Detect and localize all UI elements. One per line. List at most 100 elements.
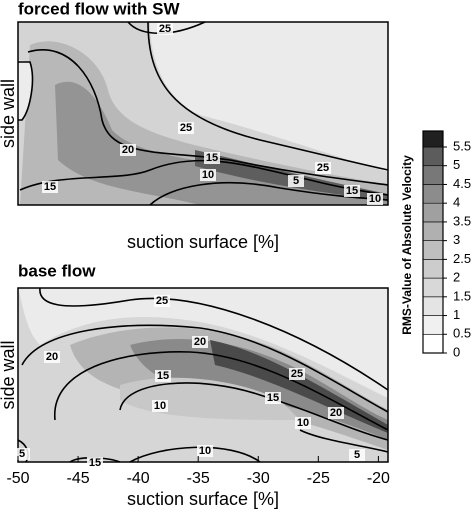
contour-label: 5 bbox=[19, 448, 25, 460]
x-tick-label: -35 bbox=[187, 470, 210, 487]
y-axis-label: side wall bbox=[0, 79, 18, 148]
contour-label-bg bbox=[204, 152, 220, 164]
contour-label: 10 bbox=[199, 445, 211, 457]
contour-label: 15 bbox=[89, 457, 101, 469]
contour bbox=[299, 429, 389, 453]
contour-label: 25 bbox=[156, 295, 168, 307]
colorbar-band bbox=[422, 130, 444, 148]
contour bbox=[27, 49, 389, 186]
x-axis-label: suction surface [%] bbox=[127, 489, 279, 509]
x-tick-label: -30 bbox=[247, 470, 270, 487]
colorbar-band bbox=[422, 296, 444, 316]
contour-label: 10 bbox=[369, 193, 381, 205]
contour bbox=[147, 21, 389, 171]
colorbar-tick-label: 2.5 bbox=[453, 251, 471, 266]
y-axis-label: side wall bbox=[0, 340, 18, 409]
x-tick-label: -25 bbox=[307, 470, 330, 487]
contour-label-bg bbox=[157, 23, 173, 35]
contour-label-bg bbox=[192, 336, 208, 348]
fill bbox=[130, 339, 388, 440]
colorbar-tick-label: 3 bbox=[453, 232, 460, 247]
contour bbox=[119, 382, 389, 441]
contour-label: 15 bbox=[346, 185, 358, 197]
colorbar-band bbox=[422, 315, 444, 335]
contour-label: 25 bbox=[291, 368, 303, 380]
contour-label-bg bbox=[87, 457, 103, 469]
contour-label: 10 bbox=[202, 169, 214, 181]
contour-label: 20 bbox=[46, 351, 58, 363]
contour-label: 15 bbox=[157, 370, 169, 382]
contour-label-bg bbox=[288, 175, 304, 187]
x-tick-label: -40 bbox=[127, 470, 150, 487]
contour-label-bg bbox=[155, 370, 171, 382]
contour-label: 20 bbox=[330, 407, 342, 419]
frame bbox=[17, 21, 389, 206]
contour bbox=[21, 324, 389, 413]
fill bbox=[150, 22, 388, 172]
colorbar-band bbox=[422, 221, 444, 241]
contour-label: 5 bbox=[354, 449, 360, 461]
colorbar-band bbox=[422, 146, 444, 167]
colorbar-tick-label: 1.5 bbox=[453, 288, 471, 303]
panel-title: forced flow with SW bbox=[18, 0, 180, 18]
colorbar-tick-label: 2 bbox=[453, 270, 460, 285]
colorbar-band bbox=[422, 202, 444, 223]
contour-label-bg bbox=[154, 295, 170, 307]
colorbar-title: RMS-Value of Absolute Velocity bbox=[400, 155, 414, 335]
x-tick-label: -20 bbox=[367, 470, 390, 487]
panel-title: base flow bbox=[18, 261, 96, 280]
colorbar-band bbox=[422, 277, 444, 298]
colorbar-frame bbox=[422, 130, 444, 354]
contour-label-bg bbox=[178, 122, 194, 134]
contour-label-bg bbox=[344, 185, 360, 197]
contour-label-bg bbox=[197, 445, 213, 457]
contour-label: 15 bbox=[267, 392, 279, 404]
colorbar-tick-label: 0.5 bbox=[453, 326, 471, 341]
contour-label: 15 bbox=[206, 152, 218, 164]
contour-label: 25 bbox=[180, 122, 192, 134]
colorbar-band bbox=[422, 165, 444, 185]
contour-label: 25 bbox=[317, 162, 329, 174]
contour-label-bg bbox=[152, 400, 168, 412]
colorbar-band bbox=[422, 184, 444, 204]
contour-label-bg bbox=[44, 351, 60, 363]
contour-label-bg bbox=[200, 169, 216, 181]
contour-label-bg bbox=[42, 181, 58, 193]
contour-label-bg bbox=[349, 449, 365, 461]
fill bbox=[18, 288, 388, 398]
colorbar-tick-label: 1 bbox=[453, 307, 460, 322]
colorbar-tick-label: 4.5 bbox=[453, 176, 471, 191]
contour-label-bg bbox=[328, 407, 344, 419]
colorbar-band bbox=[422, 333, 444, 354]
x-tick-label: -45 bbox=[67, 470, 90, 487]
contour bbox=[149, 182, 389, 206]
contour-label: 5 bbox=[293, 175, 299, 187]
contour-label: 25 bbox=[159, 23, 171, 35]
contour-label-bg bbox=[367, 193, 383, 205]
x-tick-label: -50 bbox=[6, 470, 29, 487]
contour-label-bg bbox=[295, 417, 311, 429]
contour bbox=[54, 351, 389, 431]
colorbar-band bbox=[422, 259, 444, 279]
contour bbox=[129, 446, 261, 463]
colorbar-tick-label: 5.5 bbox=[453, 138, 471, 153]
x-axis-label: suction surface [%] bbox=[127, 232, 279, 252]
colorbar-tick-label: 0 bbox=[453, 344, 460, 359]
contour-label-bg bbox=[315, 162, 331, 174]
colorbar-band bbox=[422, 240, 444, 260]
frame bbox=[17, 287, 389, 463]
colorbar-tick-label: 3.5 bbox=[453, 213, 471, 228]
fill bbox=[18, 60, 33, 120]
colorbar-tick-label: 4 bbox=[453, 195, 460, 210]
bottom-panel bbox=[17, 287, 389, 463]
contour bbox=[18, 61, 34, 121]
contour-label: 20 bbox=[194, 336, 206, 348]
contour-label: 10 bbox=[154, 400, 166, 412]
contour-label-bg bbox=[120, 144, 136, 156]
colorbar-tick-label: 5 bbox=[453, 157, 460, 172]
contour-label: 10 bbox=[297, 417, 309, 429]
contour-label-bg bbox=[265, 392, 281, 404]
contour-label: 15 bbox=[44, 181, 56, 193]
